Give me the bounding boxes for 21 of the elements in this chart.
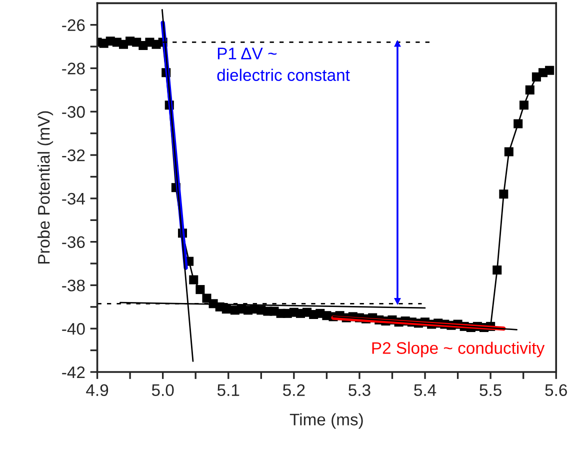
- y-tick-label: -28: [62, 62, 85, 74]
- x-tick-label: 5.2: [283, 384, 305, 396]
- annotation: P1 ΔV ~ dielectric constant: [217, 48, 350, 82]
- x-tick-label: 5.4: [414, 384, 436, 396]
- y-tick-label: -42: [62, 366, 85, 378]
- x-tick-label: 5.3: [348, 384, 370, 396]
- x-axis-title: Time (ms): [290, 413, 363, 429]
- y-tick-label: -32: [62, 149, 85, 162]
- y-axis-title: Probe Potential (mV): [38, 111, 54, 264]
- y-tick-label: -34: [62, 192, 85, 205]
- y-tick-label: -26: [62, 19, 85, 32]
- y-tick-label: -38: [62, 280, 85, 292]
- x-tick-label: 5.5: [480, 384, 502, 396]
- x-tick-label: 4.9: [86, 384, 108, 396]
- x-tick-label: 5.0: [152, 384, 174, 396]
- y-tick-label: -30: [62, 106, 85, 118]
- y-tick-label: -36: [62, 236, 85, 248]
- x-tick-label: 5.6: [545, 384, 567, 396]
- y-tick-label: -40: [62, 323, 85, 335]
- x-tick-label: 5.1: [217, 384, 240, 396]
- annotation: P2 Slope ~ conductivity: [372, 342, 545, 358]
